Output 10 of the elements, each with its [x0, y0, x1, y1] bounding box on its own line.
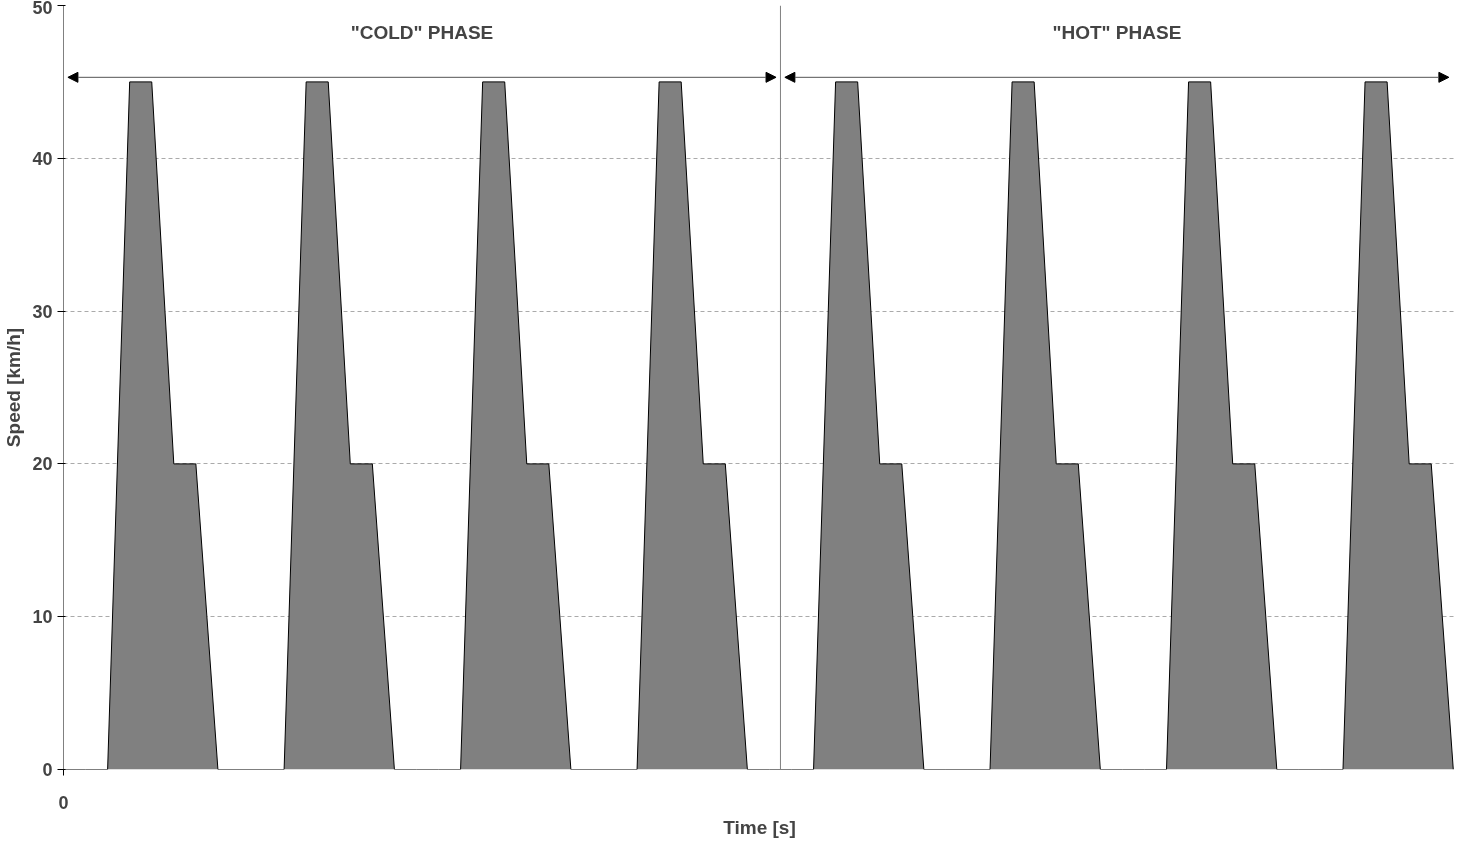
annotation: "COLD" PHASE [350, 21, 494, 43]
x-axis-title: Time [s] [723, 816, 796, 838]
y-tick-label: 20 [32, 454, 53, 475]
y-tick-label: 0 [42, 760, 53, 780]
annotation: "HOT" PHASE [1052, 21, 1182, 43]
y-tick-label: 10 [32, 607, 53, 628]
y-tick-label: 30 [32, 301, 53, 322]
y-axis-title: Speed [km/h] [3, 327, 25, 448]
y-tick-label: 40 [32, 148, 53, 169]
y-tick-label: 50 [32, 0, 53, 18]
